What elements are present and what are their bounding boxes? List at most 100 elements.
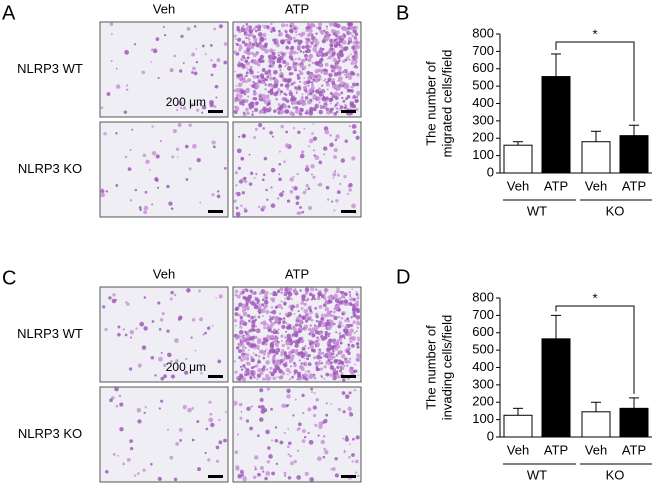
cell bbox=[323, 29, 326, 32]
cell bbox=[234, 450, 239, 454]
cell bbox=[354, 38, 358, 42]
cell bbox=[216, 194, 221, 199]
column-header: Veh bbox=[153, 1, 175, 16]
cell bbox=[118, 394, 122, 398]
cell bbox=[296, 211, 301, 216]
cell bbox=[327, 343, 332, 348]
x-tick-label: Veh bbox=[507, 442, 529, 457]
cell bbox=[258, 80, 262, 84]
cell bbox=[158, 356, 163, 362]
cell bbox=[301, 58, 306, 63]
cell bbox=[342, 325, 344, 327]
cell bbox=[341, 366, 345, 370]
cell bbox=[216, 58, 221, 63]
column-header: ATP bbox=[285, 1, 309, 16]
cell bbox=[187, 407, 192, 413]
cell bbox=[100, 189, 105, 194]
y-tick-label: 200 bbox=[472, 130, 494, 145]
cell bbox=[329, 142, 334, 148]
cell bbox=[296, 475, 301, 480]
cell bbox=[191, 318, 196, 322]
cell bbox=[264, 48, 269, 54]
cell bbox=[270, 292, 273, 295]
cell bbox=[268, 83, 271, 86]
cell bbox=[335, 30, 340, 35]
cell bbox=[275, 98, 278, 101]
cell bbox=[286, 87, 290, 91]
cell bbox=[284, 297, 286, 300]
cell bbox=[275, 462, 279, 466]
cell bbox=[114, 386, 119, 392]
cell bbox=[328, 354, 333, 359]
cell bbox=[292, 36, 296, 40]
cell bbox=[289, 112, 293, 116]
cell bbox=[322, 94, 324, 97]
cell bbox=[309, 315, 312, 318]
cell bbox=[304, 96, 309, 100]
cell bbox=[308, 340, 314, 345]
cell bbox=[277, 317, 282, 321]
cell bbox=[311, 132, 314, 135]
cell bbox=[119, 427, 124, 432]
micrograph bbox=[99, 286, 229, 383]
cell bbox=[279, 39, 285, 45]
y-tick-label: 100 bbox=[472, 147, 494, 162]
cell bbox=[265, 374, 269, 378]
cell bbox=[296, 76, 301, 80]
cell bbox=[351, 343, 355, 348]
cell bbox=[237, 82, 243, 88]
cell bbox=[295, 304, 299, 308]
cell bbox=[295, 316, 300, 321]
cell bbox=[327, 334, 330, 338]
cell bbox=[334, 306, 339, 311]
cell bbox=[261, 340, 266, 345]
cell bbox=[343, 299, 349, 304]
cell bbox=[196, 157, 201, 163]
cell bbox=[343, 328, 349, 334]
cell bbox=[278, 192, 284, 197]
cell bbox=[280, 124, 284, 129]
cell bbox=[251, 324, 256, 329]
cell bbox=[341, 363, 344, 366]
cell bbox=[343, 337, 346, 340]
cell bbox=[108, 296, 112, 300]
cell bbox=[318, 63, 323, 67]
cell bbox=[349, 70, 355, 76]
cell bbox=[249, 289, 253, 293]
cell bbox=[312, 413, 317, 418]
cell bbox=[250, 355, 254, 359]
cell bbox=[292, 101, 296, 105]
cell bbox=[325, 185, 330, 190]
cell bbox=[283, 301, 287, 306]
cell bbox=[234, 171, 239, 175]
cell bbox=[335, 331, 338, 334]
cell bbox=[343, 175, 347, 179]
y-tick-label: 600 bbox=[472, 324, 494, 339]
cell bbox=[293, 289, 298, 294]
cell bbox=[284, 38, 287, 41]
cell bbox=[310, 387, 314, 391]
cell bbox=[170, 290, 174, 295]
cell bbox=[285, 368, 290, 373]
cell bbox=[212, 145, 216, 149]
cell bbox=[355, 107, 359, 112]
cell bbox=[304, 57, 308, 61]
significance-label: * bbox=[592, 26, 597, 41]
cell bbox=[288, 441, 292, 446]
cell bbox=[148, 168, 151, 171]
cell bbox=[299, 71, 304, 76]
cell bbox=[280, 291, 283, 294]
cell bbox=[347, 360, 351, 364]
cell bbox=[244, 309, 246, 311]
cell bbox=[250, 52, 253, 55]
cell bbox=[329, 92, 333, 96]
cell bbox=[284, 109, 290, 114]
cell bbox=[343, 296, 346, 299]
cell bbox=[316, 296, 321, 301]
cell bbox=[280, 83, 284, 87]
cell bbox=[320, 334, 324, 339]
cell bbox=[273, 29, 276, 32]
cell bbox=[338, 39, 343, 44]
cell bbox=[266, 75, 270, 79]
row-label: NLRP3 WT bbox=[17, 61, 83, 76]
